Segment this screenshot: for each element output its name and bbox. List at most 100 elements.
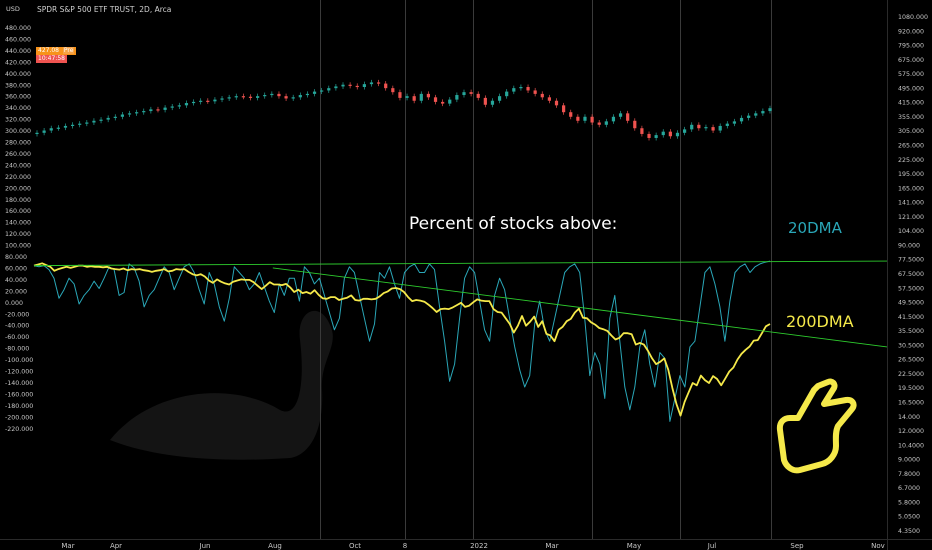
candle-body — [305, 93, 310, 96]
right-axis-tick-label: 104.000 — [898, 228, 924, 235]
left-axis-tick-label: 20.000 — [5, 288, 27, 295]
candle-body — [675, 132, 680, 137]
left-axis-tick-label: 360.000 — [5, 94, 31, 101]
candle-body — [35, 132, 39, 135]
right-axis-tick-label: 16.5000 — [898, 400, 924, 407]
x-axis-tick-label: 2022 — [470, 542, 488, 550]
candle-body — [554, 100, 559, 106]
right-axis-tick-label: 41.5000 — [898, 314, 924, 321]
left-axis-tick-label: 80.000 — [5, 254, 27, 261]
left-axis-tick-label: 420.000 — [5, 59, 31, 66]
symbol-title: SPDR S&P 500 ETF TRUST, 2D, Arca — [37, 5, 172, 14]
candle-body — [220, 98, 224, 100]
candle-body — [256, 96, 260, 98]
candle-body — [768, 108, 772, 112]
right-axis-tick-label: 12.0000 — [898, 428, 924, 435]
right-axis-tick-label: 165.000 — [898, 185, 924, 192]
right-axis-tick-label: 90.000 — [898, 242, 920, 249]
candle-body — [376, 82, 381, 84]
candle-body — [583, 116, 587, 121]
candle-body — [512, 88, 516, 92]
candle-body — [661, 131, 665, 136]
left-axis-tick-label: 340.000 — [5, 105, 31, 112]
right-axis-tick-label: 6.7000 — [898, 485, 920, 492]
candle-body — [85, 122, 89, 124]
x-axis-tick-label: 8 — [403, 542, 407, 550]
candle-body — [391, 88, 395, 93]
candle-body — [291, 97, 295, 99]
x-axis-tick-label: Mar — [61, 542, 74, 550]
candle-body — [739, 117, 744, 122]
x-axis-tick-label: Aug — [268, 542, 282, 550]
price-tag: 427.08 Pre — [36, 47, 77, 55]
left-axis-tick-label: -100.000 — [5, 357, 33, 364]
left-axis-tick-label: 240.000 — [5, 162, 31, 169]
candle-body — [462, 92, 466, 96]
candle-body — [747, 115, 751, 118]
candle-body — [590, 116, 594, 123]
candle-body — [455, 95, 459, 100]
x-axis-tick-label: Apr — [110, 542, 122, 550]
right-axis-tick-label: 19.5000 — [898, 385, 924, 392]
series-line-200dma — [33, 262, 771, 417]
left-axis-tick-label: 300.000 — [5, 128, 31, 135]
candle-body — [626, 113, 630, 121]
right-axis-tick-label: 14.000 — [898, 414, 920, 421]
left-axis-tick-label: -140.000 — [5, 380, 33, 387]
candle-body — [483, 97, 487, 105]
annotation-200dma: 200DMA — [786, 312, 854, 331]
candle-body — [526, 87, 530, 91]
candle-body — [611, 116, 616, 122]
right-axis-tick-label: 355.000 — [898, 114, 924, 121]
candle-body — [156, 109, 160, 111]
right-axis-tick-label: 305.000 — [898, 128, 924, 135]
candle-body — [668, 131, 672, 137]
series-line-20dma — [33, 260, 771, 422]
right-axis-tick-label: 26.5000 — [898, 357, 924, 364]
candle-body — [540, 93, 544, 98]
x-axis-tick-label: May — [627, 542, 641, 550]
candle-body — [70, 124, 75, 126]
candle-body — [312, 91, 317, 94]
right-axis-tick-label: 795.000 — [898, 43, 924, 50]
x-axis-tick-label: Oct — [349, 542, 361, 550]
candle-body — [348, 84, 352, 86]
right-axis-tick-label: 675.000 — [898, 57, 924, 64]
candle-body — [419, 93, 423, 101]
candle-body — [120, 114, 124, 117]
candle-body — [654, 135, 658, 138]
left-axis-tick-label: 140.000 — [5, 220, 31, 227]
right-axis-tick-label: 5.8000 — [898, 499, 920, 506]
candle-body — [199, 100, 203, 102]
right-axis-tick-label: 77.5000 — [898, 257, 924, 264]
candle-body — [490, 100, 495, 105]
left-axis-tick-label: -60.000 — [5, 334, 29, 341]
candle-body — [405, 96, 409, 98]
left-axis-tick-label: 220.000 — [5, 174, 31, 181]
candle-body — [170, 106, 174, 108]
candle-body — [476, 93, 480, 98]
candle-body — [298, 95, 302, 98]
left-axis-tick-label: -120.000 — [5, 369, 33, 376]
left-axis-tick-label: 280.000 — [5, 140, 31, 147]
candle-body — [433, 97, 438, 102]
candle-body — [142, 111, 146, 113]
left-axis-tick-label: -40.000 — [5, 323, 29, 330]
candle-body — [441, 101, 445, 104]
candle-body — [718, 125, 722, 131]
candle-body — [618, 113, 623, 117]
right-axis-tick-label: 575.000 — [898, 71, 924, 78]
candle-body — [320, 90, 324, 92]
left-axis-tick-label: 60.000 — [5, 265, 27, 272]
candle-body — [426, 93, 431, 98]
candle-body — [113, 116, 117, 118]
annotation-title: Percent of stocks above: — [409, 214, 618, 234]
x-axis-tick-label: Jun — [199, 542, 211, 550]
candle-body — [213, 99, 217, 102]
candle-body — [355, 85, 359, 88]
right-axis-tick-label: 49.5000 — [898, 300, 924, 307]
candle-body — [505, 91, 509, 97]
right-axis-tick-label: 10.4000 — [898, 442, 924, 449]
candle-body — [184, 103, 189, 106]
